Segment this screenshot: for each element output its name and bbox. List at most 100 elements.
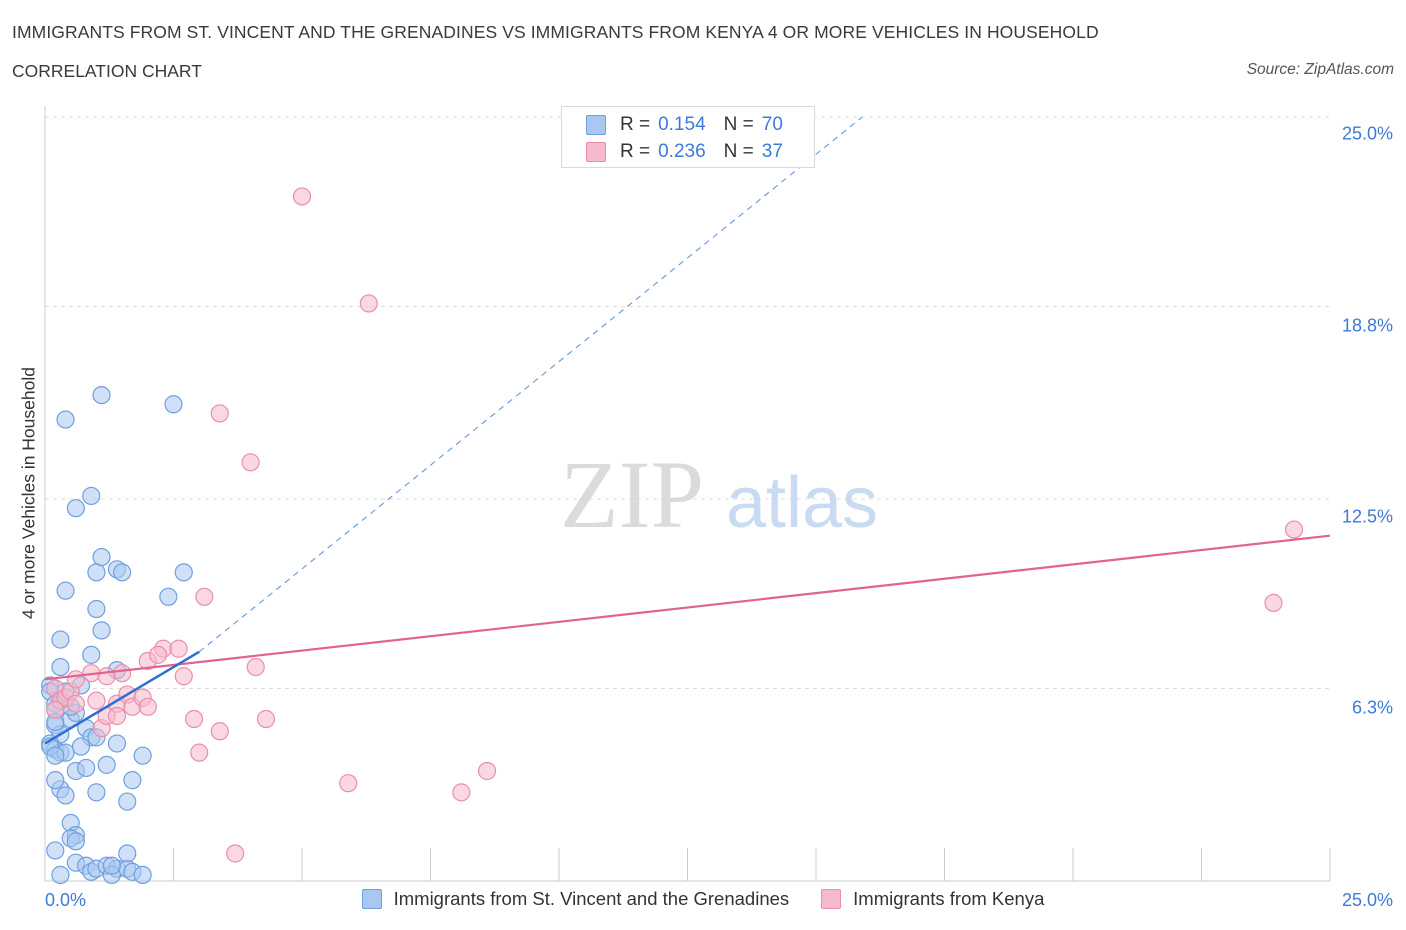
data-point-st-vincent [66,499,85,518]
data-point-kenya [226,844,245,863]
data-point-kenya [246,657,265,677]
data-point-kenya [195,587,214,606]
series-legend: Immigrants from St. Vincent and the Gren… [0,888,1406,910]
data-point-st-vincent [92,547,111,567]
legend-r-value: 0.154 [658,114,706,135]
series-legend-label: Immigrants from St. Vincent and the Gren… [393,888,790,909]
y-tick-label: 12.5% [1341,506,1393,527]
data-point-st-vincent [82,486,101,506]
y-tick-label: 25.0% [1341,123,1393,144]
x-tick-label-min: 0.0% [45,890,87,910]
data-point-st-vincent [87,563,106,582]
legend-n-label: N = [723,114,754,135]
data-point-kenya [184,709,204,729]
legend-r-value: 0.236 [658,141,706,162]
data-point-kenya [241,453,260,472]
data-point-st-vincent [46,746,65,765]
data-point-st-vincent [66,832,85,851]
data-point-st-vincent [77,758,96,778]
data-point-st-vincent [107,734,127,753]
watermark: ZIP atlas [560,441,878,548]
data-point-st-vincent [82,645,101,664]
data-point-kenya [256,709,276,729]
legend-r-label: R = [620,141,651,162]
x-tick-label-max: 25.0% [1341,890,1393,910]
data-point-st-vincent [87,599,106,619]
legend-row-kenya: R = 0.236 N = 37 [586,140,801,164]
series-legend-item-st-vincent: Immigrants from St. Vincent and the Gren… [361,888,790,910]
trend-line-st-vincent-dashed [198,116,863,653]
data-point-kenya [138,697,157,716]
data-point-st-vincent [159,587,178,606]
data-point-kenya [452,783,471,802]
series-kenya-points [44,187,1331,863]
series-legend-label: Immigrants from Kenya [853,888,1045,909]
data-point-st-vincent [51,865,70,884]
data-point-st-vincent [56,581,75,600]
data-point-st-vincent [87,783,106,802]
series-legend-swatch-pink [821,889,842,909]
data-point-st-vincent [92,621,111,640]
series-legend-swatch-blue [361,889,382,909]
legend-row-st-vincent: R = 0.154 N = 70 [586,113,801,137]
data-point-kenya [210,404,229,423]
data-point-kenya [97,667,116,686]
data-point-st-vincent [46,841,65,860]
source-label: Source: ZipAtlas.com [1246,61,1394,78]
data-point-st-vincent [102,856,121,875]
data-point-st-vincent [56,410,75,429]
data-point-kenya [477,761,497,781]
data-point-st-vincent [133,865,152,884]
trend-line-st-vincent [44,650,200,745]
data-point-kenya [112,664,132,683]
data-point-kenya [292,187,312,206]
trend-line-kenya [44,534,1331,681]
legend-n-value: 37 [761,141,783,162]
data-point-kenya [339,774,358,793]
legend-n-value: 70 [761,114,783,135]
data-point-st-vincent [118,844,137,863]
trend-lines [198,116,863,653]
data-point-kenya [66,694,85,713]
chart-title: IMMIGRANTS FROM ST. VINCENT AND THE GREN… [12,22,1099,42]
data-point-st-vincent [118,792,137,811]
data-point-kenya [148,645,168,664]
data-point-kenya [107,706,127,726]
data-point-kenya [66,670,85,689]
data-point-st-vincent [123,771,142,790]
data-point-kenya [1264,593,1283,613]
y-tick-label: 18.8% [1341,315,1393,336]
y-axis-label: 4 or more Vehicles in Household [18,367,39,619]
data-point-kenya [190,743,209,762]
data-point-kenya [1284,520,1304,539]
data-point-kenya [359,294,378,313]
data-point-st-vincent [92,385,111,405]
data-point-kenya [46,700,65,719]
data-point-st-vincent [174,563,193,582]
watermark-zip: ZIP [560,441,704,548]
data-point-st-vincent [164,395,183,414]
correlation-legend: R = 0.154 N = 70 R = 0.236 N = 37 [561,106,815,168]
chart-subtitle: CORRELATION CHART [12,61,202,81]
data-point-kenya [210,722,229,741]
data-point-st-vincent [112,563,132,582]
legend-swatch-blue [586,115,606,135]
legend-swatch-pink [586,142,606,162]
series-st-vincent-points [41,385,193,884]
watermark-atlas: atlas [726,463,878,543]
data-point-st-vincent [56,786,75,805]
legend-n-label: N = [723,141,754,162]
data-point-st-vincent [51,630,70,649]
data-point-st-vincent [71,737,91,756]
legend-r-label: R = [620,114,651,135]
data-point-kenya [87,691,106,710]
data-point-kenya [169,639,188,658]
data-point-st-vincent [97,755,116,774]
data-point-st-vincent [51,657,70,677]
data-point-st-vincent [133,746,152,765]
data-point-kenya [174,667,193,686]
y-tick-label: 6.3% [1351,697,1393,718]
series-legend-item-kenya: Immigrants from Kenya [821,888,1044,910]
data-point-st-vincent [46,771,65,790]
